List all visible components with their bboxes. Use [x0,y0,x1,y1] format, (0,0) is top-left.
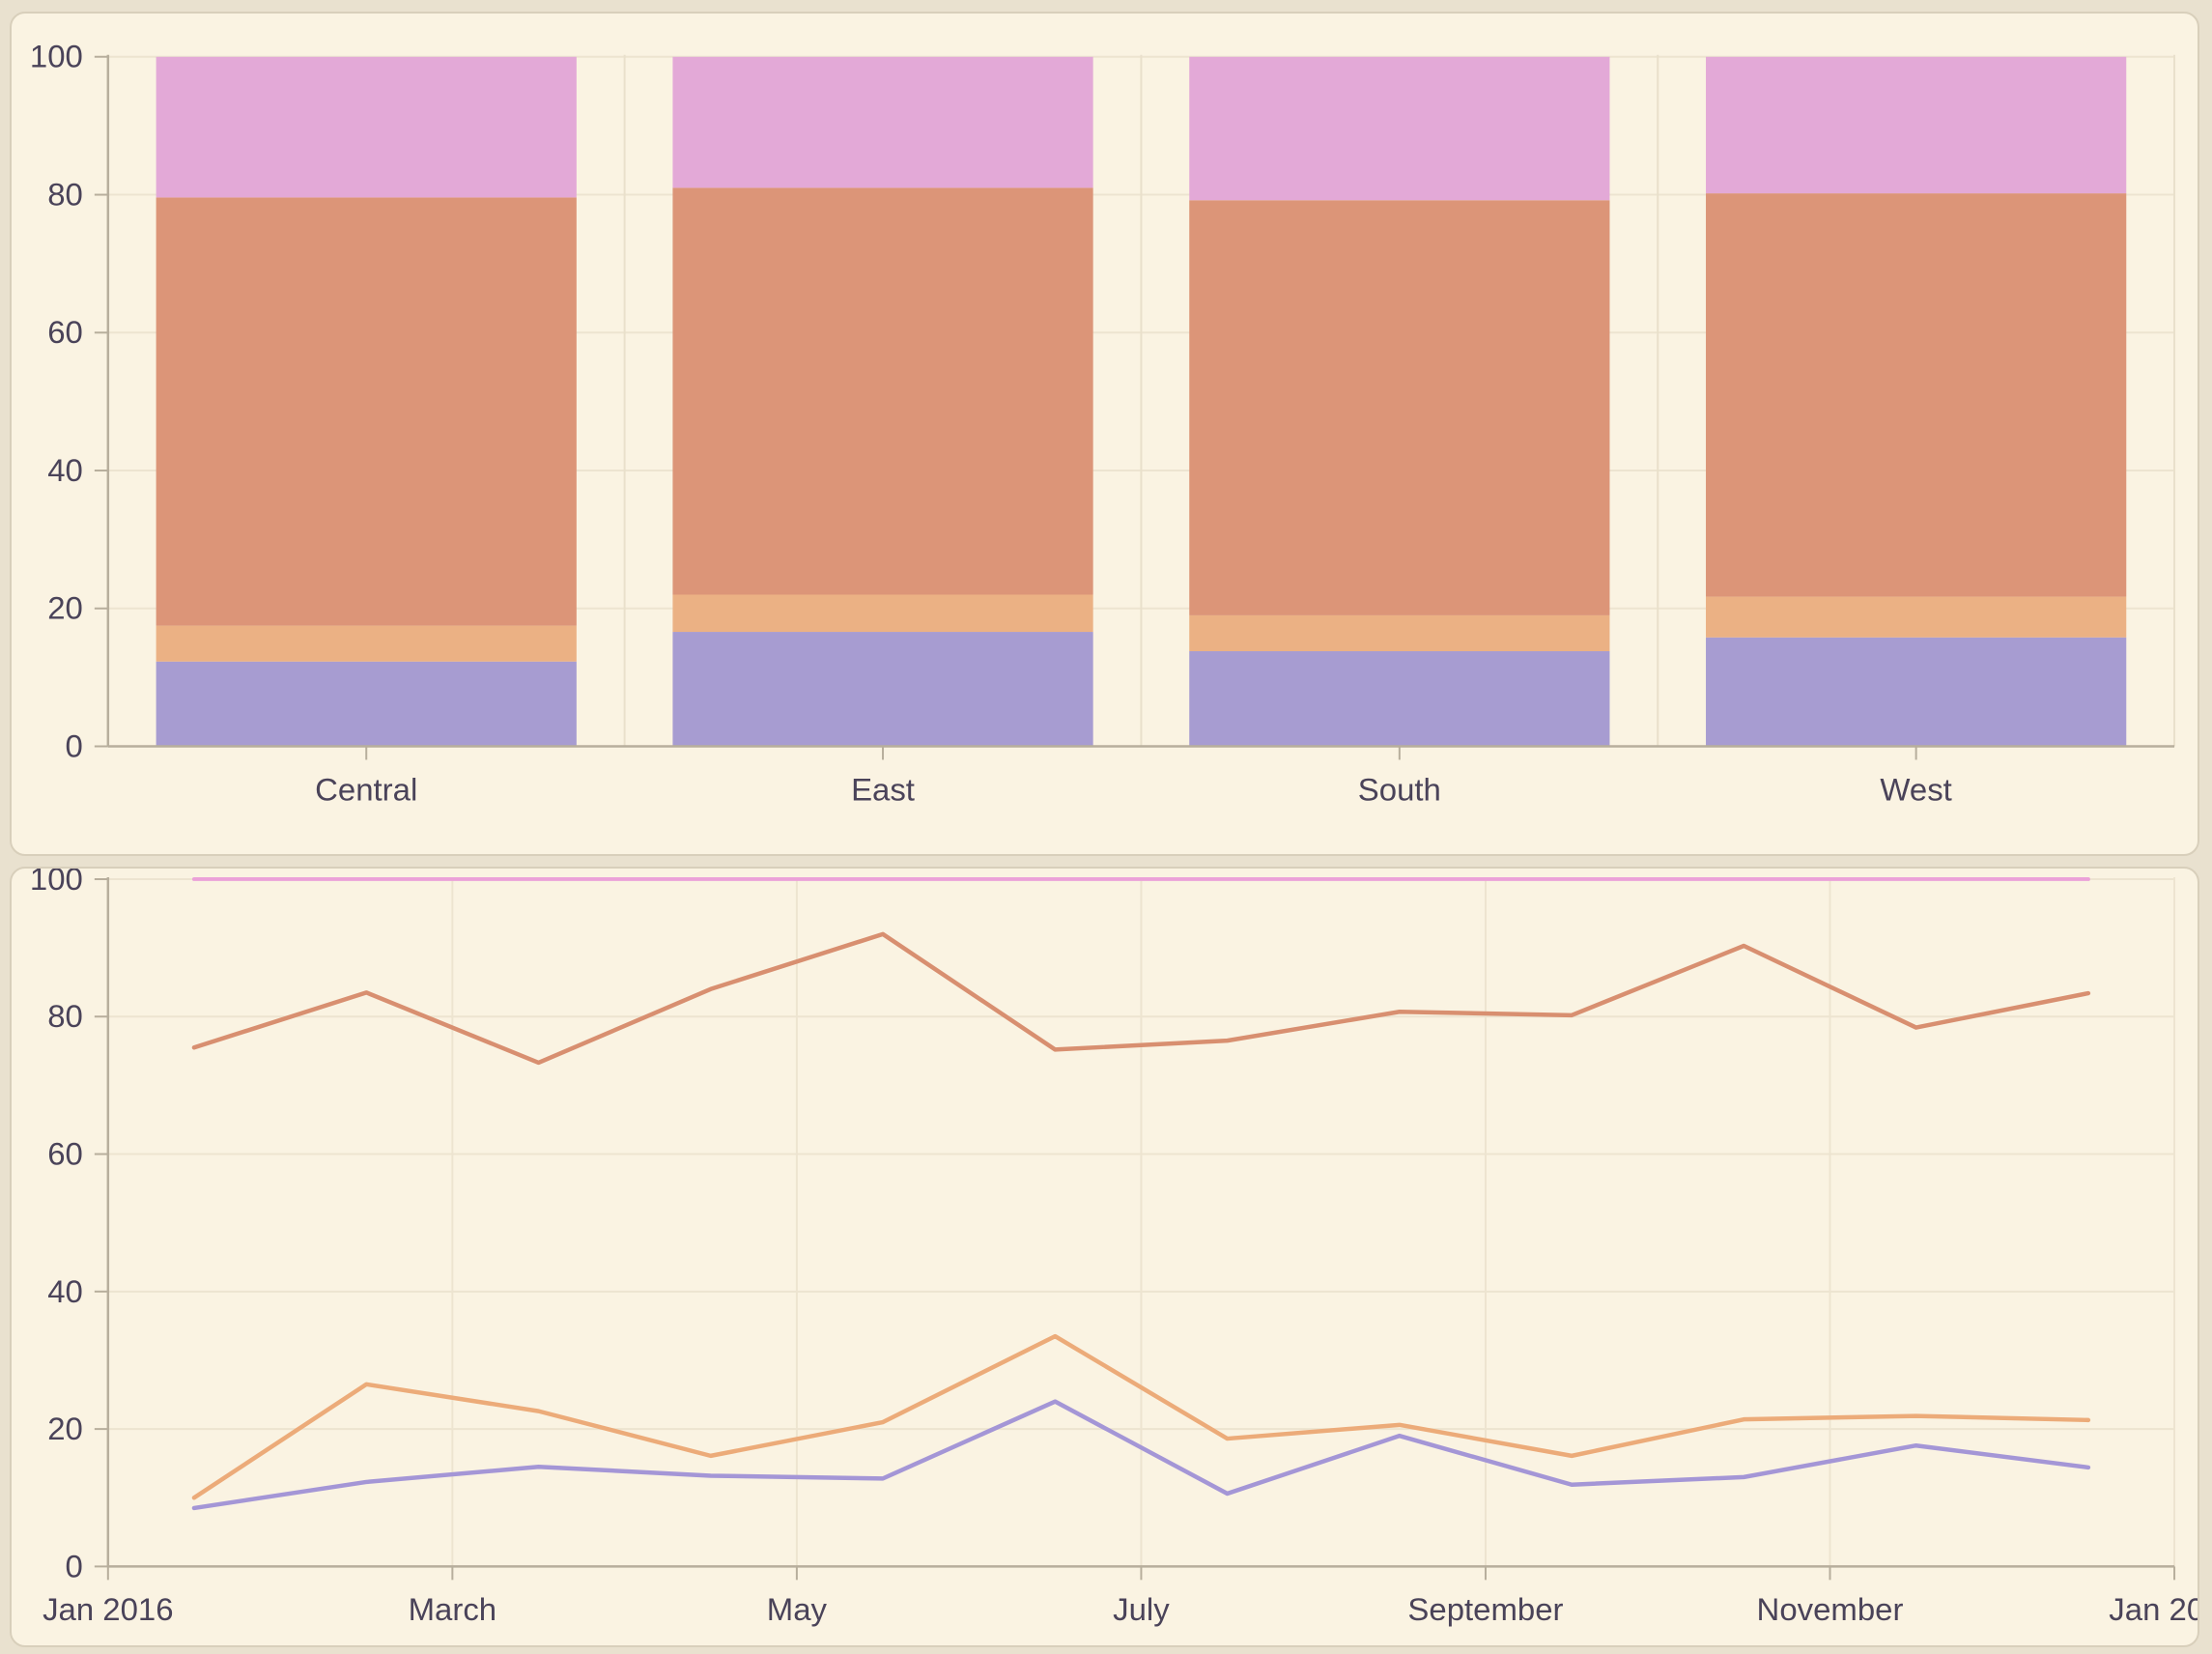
category-label-west: West [1880,771,1951,807]
line-purple[interactable] [191,1399,2091,1511]
category-label-central: Central [315,771,417,807]
bar-segment-east-segment-salmon[interactable] [672,187,1093,595]
bar-segment-west-segment-orange[interactable] [1706,596,2127,638]
monthly-line-chart: Jan 2016 March May July September November Jan… [30,869,2198,1627]
x-tick-label: July [1113,1591,1170,1627]
y-tick-label: 60 [47,1136,83,1172]
x-tick-label: May [767,1591,828,1627]
y-tick-label: 100 [30,39,83,74]
x-tick-label: March [409,1591,496,1627]
x-tick-label: September [1407,1591,1563,1627]
category-label-south: South [1358,771,1441,807]
category-label-east: East [851,771,915,807]
y-tick-label: 80 [47,177,83,213]
monthly-line-chart-panel: Jan 2016 March May July September November Jan… [10,867,2199,1647]
y-tick-label: 40 [47,452,83,488]
line-orange[interactable] [191,1333,2091,1500]
bar-segment-central-segment-pink[interactable] [156,56,577,198]
bar-segment-east-segment-orange[interactable] [672,594,1093,633]
bar-segment-east-segment-purple[interactable] [672,632,1093,747]
bar-segment-west-segment-salmon[interactable] [1706,193,2127,597]
x-tick-label: Jan 2016 [43,1591,173,1627]
y-tick-label: 20 [47,590,83,626]
bar-segment-south-segment-pink[interactable] [1189,56,1610,201]
region-bar-chart-panel: Central East South West 0 20 40 60 80 100 [10,12,2199,856]
x-tick-label: Jan 2017 [2109,1591,2198,1627]
bar-segment-central-segment-purple[interactable] [156,661,577,747]
y-tick-label: 40 [47,1273,83,1309]
y-tick-label: 80 [47,998,83,1034]
bar-segment-central-segment-orange[interactable] [156,625,577,662]
bar-segment-south-segment-salmon[interactable] [1189,200,1610,615]
line-salmon[interactable] [191,931,2091,1066]
bar-segment-central-segment-salmon[interactable] [156,197,577,626]
y-tick-label: 0 [66,1548,83,1583]
bar-segment-south-segment-orange[interactable] [1189,614,1610,652]
bar-segment-east-segment-pink[interactable] [672,56,1093,188]
bar-segment-west-segment-purple[interactable] [1706,637,2127,747]
region-bar-chart: Central East South West 0 20 40 60 80 100 [30,39,2176,807]
y-tick-label: 60 [47,314,83,350]
y-tick-label: 0 [66,728,83,764]
bar-segment-west-segment-pink[interactable] [1706,56,2127,194]
x-tick-label: November [1757,1591,1904,1627]
bar-segment-south-segment-purple[interactable] [1189,651,1610,747]
y-tick-label: 20 [47,1411,83,1446]
y-tick-label: 100 [30,869,83,897]
